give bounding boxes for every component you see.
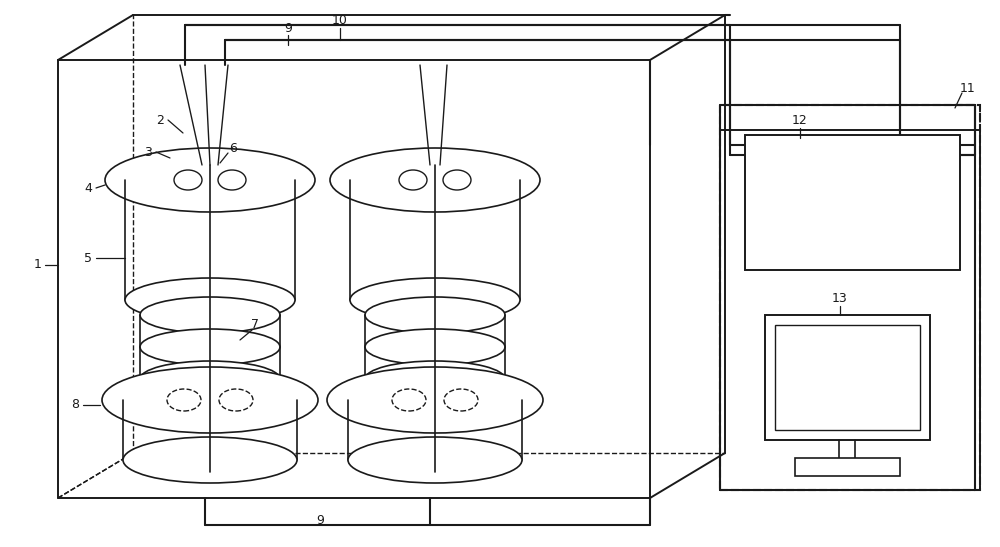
Ellipse shape [125, 158, 295, 202]
Text: 4: 4 [84, 182, 92, 195]
Bar [775, 325, 920, 430]
Ellipse shape [443, 170, 471, 190]
Text: 10: 10 [332, 14, 348, 26]
Ellipse shape [348, 437, 522, 483]
Ellipse shape [399, 170, 427, 190]
Ellipse shape [348, 377, 522, 423]
Ellipse shape [340, 153, 530, 207]
Ellipse shape [140, 329, 280, 365]
Text: 8: 8 [71, 399, 79, 411]
Ellipse shape [392, 389, 426, 411]
Text: 9: 9 [316, 514, 324, 527]
Text: 9: 9 [284, 21, 292, 34]
Text: 7: 7 [251, 318, 259, 331]
Bar [765, 315, 930, 440]
Text: 2: 2 [156, 113, 164, 126]
Ellipse shape [125, 278, 295, 322]
Ellipse shape [140, 297, 280, 333]
Ellipse shape [105, 148, 315, 212]
Text: 11: 11 [960, 82, 976, 95]
Text: 12: 12 [792, 113, 808, 126]
Ellipse shape [350, 278, 520, 322]
Ellipse shape [338, 372, 532, 428]
Text: 6: 6 [229, 142, 237, 154]
Ellipse shape [115, 153, 305, 207]
Bar [745, 135, 960, 270]
Text: 13: 13 [832, 292, 848, 305]
Ellipse shape [123, 437, 297, 483]
Ellipse shape [365, 297, 505, 333]
Ellipse shape [113, 372, 307, 428]
Ellipse shape [167, 389, 201, 411]
Ellipse shape [219, 389, 253, 411]
Ellipse shape [218, 170, 246, 190]
Ellipse shape [365, 329, 505, 365]
Ellipse shape [350, 158, 520, 202]
Ellipse shape [327, 367, 543, 433]
Ellipse shape [330, 148, 540, 212]
Bar [795, 458, 900, 476]
Text: 5: 5 [84, 252, 92, 265]
Ellipse shape [444, 389, 478, 411]
Bar [720, 105, 980, 490]
Ellipse shape [102, 367, 318, 433]
Text: 3: 3 [144, 146, 152, 159]
Ellipse shape [140, 361, 280, 397]
Ellipse shape [174, 170, 202, 190]
Ellipse shape [365, 361, 505, 397]
Ellipse shape [123, 377, 297, 423]
Text: 1: 1 [34, 259, 42, 271]
